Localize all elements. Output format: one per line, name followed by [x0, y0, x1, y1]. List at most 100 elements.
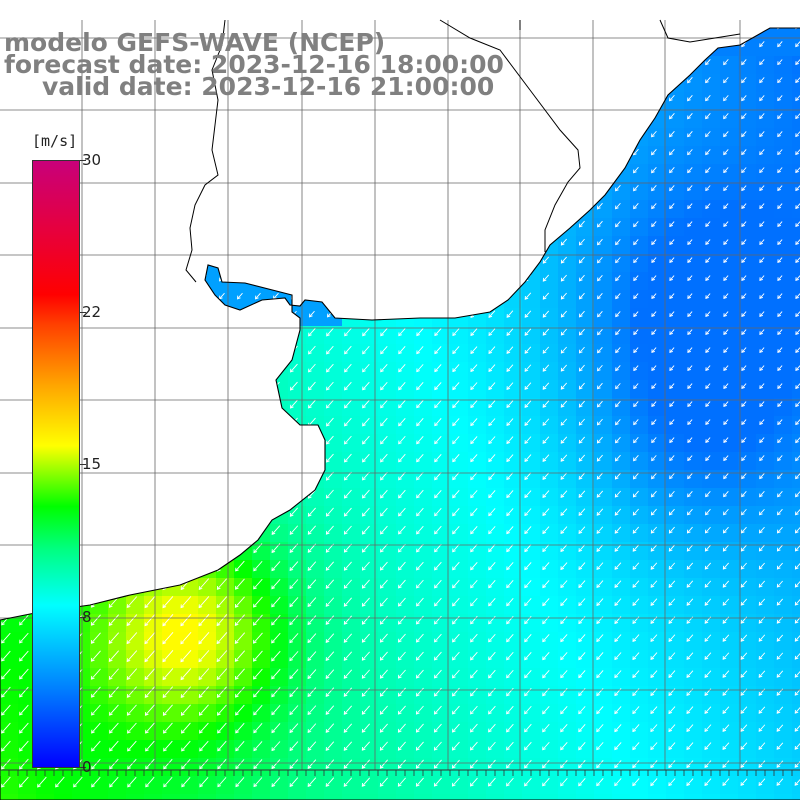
wind-arrow [669, 149, 675, 156]
wind-cell [270, 668, 289, 687]
wind-arrow [127, 327, 137, 337]
wind-cell [198, 740, 217, 759]
wind-cell [432, 542, 451, 561]
wind-cell [774, 218, 793, 237]
wind-cell [432, 326, 451, 345]
wind-arrow [596, 670, 604, 679]
wind-arrow [217, 399, 226, 409]
wind-cell [306, 290, 325, 309]
wind-arrow [380, 471, 388, 481]
wind-arrow [470, 400, 478, 409]
wind-arrow [687, 437, 693, 444]
wind-arrow [379, 651, 388, 661]
wind-cell [234, 236, 253, 255]
wind-arrow [327, 148, 333, 156]
wind-arrow [506, 418, 514, 427]
wind-cell [378, 776, 397, 795]
wind-cell [450, 794, 469, 800]
wind-arrow [524, 400, 532, 408]
wind-cell [342, 506, 361, 525]
wind-cell [504, 578, 523, 597]
wind-cell [576, 164, 595, 183]
wind-cell [684, 506, 703, 525]
wind-cell [702, 650, 721, 669]
wind-cell [756, 326, 775, 345]
wind-arrow [380, 274, 388, 283]
wind-arrow [145, 345, 155, 355]
wind-cell [504, 650, 523, 669]
wind-arrow [777, 203, 783, 210]
wind-cell [468, 398, 487, 417]
wind-arrow [379, 759, 388, 769]
map-frame [0, 769, 800, 776]
wind-cell [702, 416, 721, 435]
wind-cell [0, 794, 19, 800]
wind-arrow [91, 489, 101, 500]
wind-arrow [108, 578, 119, 590]
wind-arrow [542, 526, 550, 535]
wind-arrow [434, 112, 442, 120]
wind-cell [738, 632, 757, 651]
wind-cell [252, 110, 271, 129]
wind-arrow [542, 58, 550, 66]
wind-arrow [614, 508, 622, 516]
wind-arrow [560, 526, 568, 535]
wind-cell [360, 398, 379, 417]
wind-arrow [289, 759, 299, 770]
wind-arrow [776, 670, 784, 678]
wind-cell [684, 146, 703, 165]
wind-cell [450, 650, 469, 669]
wind-arrow [560, 148, 568, 156]
wind-arrow [633, 472, 639, 480]
wind-cell [126, 398, 145, 417]
wind-cell [0, 740, 19, 759]
wind-arrow [506, 490, 514, 499]
wind-arrow [145, 327, 155, 337]
wind-cell [252, 218, 271, 237]
wind-arrow [307, 759, 317, 769]
wind-arrow [542, 472, 550, 480]
wind-cell [306, 380, 325, 399]
wind-cell [0, 164, 19, 183]
wind-cell [630, 272, 649, 291]
wind-cell [342, 290, 361, 309]
wind-cell [252, 236, 271, 255]
wind-arrow [740, 760, 748, 768]
wind-cell [360, 344, 379, 363]
wind-cell [252, 380, 271, 399]
wind-cell [540, 380, 559, 399]
wind-arrow [271, 579, 281, 590]
wind-arrow [704, 706, 712, 714]
wind-cell [612, 614, 631, 633]
wind-cell [18, 92, 37, 111]
wind-cell [558, 740, 577, 759]
wind-cell [666, 326, 685, 345]
wind-cell [198, 218, 217, 237]
wind-arrow [380, 202, 388, 211]
wind-arrow [524, 634, 532, 643]
wind-arrow [398, 489, 406, 499]
wind-arrow [669, 490, 675, 498]
wind-arrow [273, 310, 279, 318]
wind-cell [648, 452, 667, 471]
wind-arrow [73, 776, 83, 788]
wind-arrow [162, 631, 174, 645]
wind-arrow [327, 238, 333, 246]
wind-arrow [309, 166, 315, 174]
wind-cell [540, 110, 559, 129]
wind-arrow [596, 742, 604, 751]
wind-cell [666, 92, 685, 111]
wind-arrow [271, 507, 281, 517]
wind-arrow [380, 399, 388, 409]
wind-arrow [326, 363, 334, 373]
wind-arrow [126, 614, 138, 627]
wind-cell [360, 524, 379, 543]
wind-arrow [129, 238, 135, 246]
wind-arrow [669, 203, 675, 210]
wind-arrow [416, 687, 424, 697]
wind-arrow [722, 724, 730, 732]
wind-cell [486, 290, 505, 309]
wind-arrow [325, 723, 335, 733]
wind-cell [234, 308, 253, 327]
wind-cell [558, 542, 577, 561]
